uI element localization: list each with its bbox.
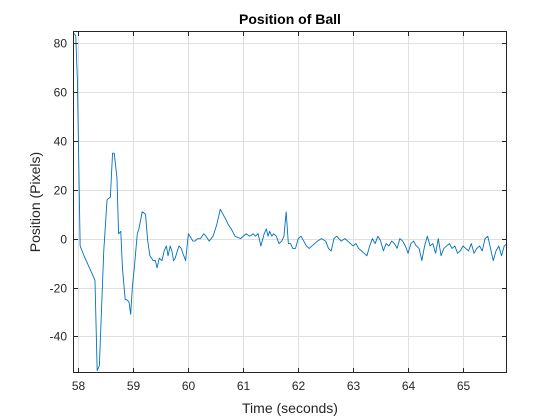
x-tick-label: 59 xyxy=(127,379,141,393)
y-tick-label: 0 xyxy=(60,233,67,247)
chart-title: Position of Ball xyxy=(239,11,341,27)
grid xyxy=(73,31,507,373)
x-tick-label: 62 xyxy=(292,379,306,393)
y-axis-title: Position (Pixels) xyxy=(27,152,43,252)
x-tick-label: 64 xyxy=(402,379,416,393)
x-tick-label: 60 xyxy=(182,379,196,393)
series-layer xyxy=(73,33,507,372)
series-line xyxy=(73,33,507,372)
y-tick-label: 40 xyxy=(54,135,68,149)
y-tick-label: -40 xyxy=(50,330,68,344)
x-tick-label: 65 xyxy=(457,379,471,393)
x-tick-label: 61 xyxy=(237,379,251,393)
y-tick-label: -20 xyxy=(50,282,68,296)
tick-labels: 58 59 60 61 62 63 64 65 -40 -20 0 20 40 60 80 xyxy=(50,37,471,394)
y-tick-label: 60 xyxy=(54,86,68,100)
x-tick-label: 58 xyxy=(72,379,86,393)
ticks xyxy=(73,31,507,373)
plot-frame xyxy=(73,31,507,373)
x-axis-title: Time (seconds) xyxy=(242,400,338,416)
x-tick-label: 63 xyxy=(347,379,361,393)
y-tick-label: 20 xyxy=(54,184,68,198)
y-tick-label: 80 xyxy=(54,37,68,51)
plot-area xyxy=(73,31,507,373)
